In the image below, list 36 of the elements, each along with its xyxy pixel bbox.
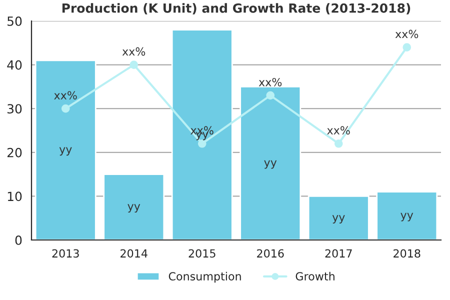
y-tick-label: 20: [7, 148, 22, 158]
x-tick-label: 2016: [257, 249, 284, 258]
y-tick-label: 30: [8, 104, 22, 114]
point: [334, 139, 343, 148]
chart-title: Production (K Unit) and Growth Rate (2013-2018): [62, 3, 410, 14]
data-label: xx%: [395, 30, 418, 38]
data-label: yy: [128, 204, 140, 213]
legend-label: Consumption: [168, 272, 241, 283]
data-label: xx%: [122, 47, 146, 56]
legend-label: Growth: [296, 272, 334, 280]
data-label: yy: [59, 147, 72, 156]
point: [130, 60, 138, 69]
data-label: xx%: [54, 91, 77, 100]
bar: [240, 86, 302, 240]
x-tick-label: 2018: [394, 249, 420, 258]
data-label: xx%: [327, 126, 350, 135]
x-tick-label: 2017: [325, 249, 352, 258]
point: [402, 43, 412, 52]
bar: [103, 174, 165, 240]
y-tick-label: 40: [7, 60, 22, 70]
y-tick-label: 50: [8, 16, 22, 26]
y-tick-label: 0: [15, 235, 22, 245]
x-tick-label: 2013: [52, 249, 79, 258]
bar: [376, 191, 438, 240]
data-label: yy: [264, 160, 277, 169]
data-label: yy: [332, 215, 345, 224]
y-tick-label: 10: [8, 192, 22, 202]
bar: [171, 29, 233, 240]
point: [61, 104, 70, 113]
x-tick-label: 2014: [120, 249, 148, 258]
data-label: xx%: [258, 78, 282, 86]
data-label: yy: [400, 212, 414, 222]
x-tick-label: 2015: [188, 249, 216, 258]
bar: [308, 196, 370, 240]
point: [266, 91, 275, 100]
bar: [34, 60, 96, 240]
